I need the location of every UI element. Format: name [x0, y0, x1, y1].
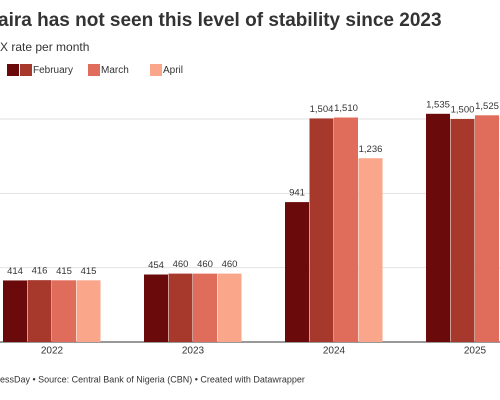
legend-swatch [20, 64, 32, 76]
bar [285, 202, 309, 342]
x-tick-label: 2025 [464, 346, 487, 357]
value-label: 454 [148, 260, 164, 271]
value-label: 460 [173, 259, 189, 270]
bar [217, 273, 242, 342]
legend-label: February [33, 65, 73, 76]
legend-swatch [88, 64, 100, 76]
bar [450, 119, 475, 342]
bar [309, 118, 334, 342]
bar [52, 280, 76, 342]
x-tick-label: 2024 [323, 346, 346, 357]
legend-label: March [101, 65, 129, 76]
value-label: 941 [289, 188, 305, 199]
bar [334, 117, 358, 342]
value-label: 1,500 [451, 105, 475, 116]
bar [3, 280, 27, 342]
bar [193, 273, 217, 342]
value-label: 460 [197, 259, 213, 270]
footer: essDay • Source: Central Bank of Nigeria… [0, 374, 305, 384]
bar [358, 158, 383, 342]
legend-swatch [150, 64, 162, 76]
bar [76, 280, 101, 342]
legend-label: April [163, 65, 183, 76]
x-tick-label: 2023 [182, 346, 205, 357]
chart-title: aira has not seen this level of stabilit… [0, 10, 442, 31]
bar [426, 113, 450, 343]
bar [475, 115, 499, 343]
legend-swatch [7, 64, 19, 76]
value-label: 415 [56, 266, 72, 277]
value-label: 414 [7, 266, 23, 277]
value-label: 1,535 [426, 99, 450, 110]
value-label: 1,504 [310, 104, 334, 115]
x-tick-label: 2022 [41, 346, 64, 357]
value-label: 416 [32, 266, 48, 277]
bar [168, 273, 193, 342]
value-label: 415 [81, 266, 97, 277]
chart-subtitle: X rate per month [0, 40, 89, 54]
bar [27, 280, 52, 342]
value-label: 1,510 [334, 103, 358, 114]
value-label: 1,525 [475, 101, 499, 112]
value-label: 460 [222, 259, 238, 270]
value-label: 1,236 [359, 144, 383, 155]
bar [144, 274, 168, 342]
